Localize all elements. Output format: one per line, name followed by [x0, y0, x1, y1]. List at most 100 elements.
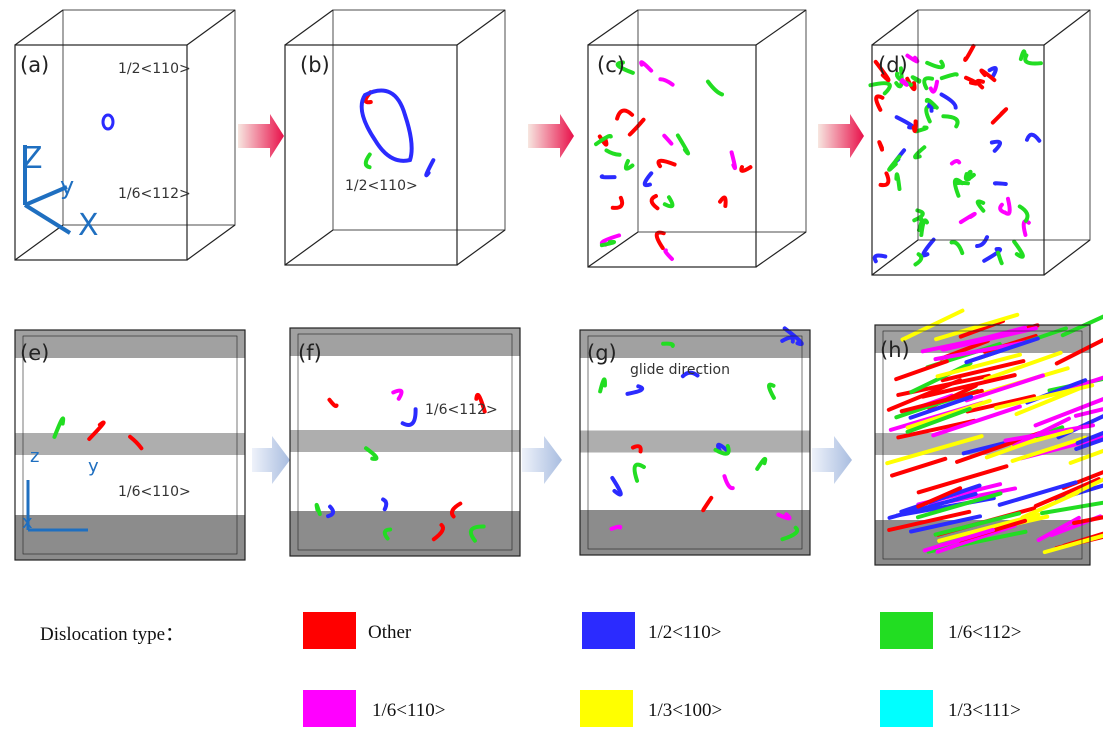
dislocation-line [720, 198, 726, 206]
box-edge [285, 10, 333, 45]
dislocation-line [383, 499, 386, 509]
dislocation-line [876, 96, 882, 109]
panel: (a) 1/2<110> 1/6<112> ZyX [15, 10, 235, 260]
box-edge [1044, 10, 1090, 45]
slab [580, 510, 810, 555]
legend-label: 1/2<110> [648, 622, 722, 643]
dislocation-line [757, 459, 765, 469]
legend-label: Other [368, 622, 412, 643]
dislocation-line [613, 198, 622, 208]
axis-label: x [22, 512, 33, 533]
panel-label: (f) [298, 341, 322, 365]
dislocation-line [961, 214, 975, 222]
dislocation-line [602, 176, 615, 177]
legend-label: 1/3<100> [648, 700, 722, 721]
dislocation-line [889, 157, 899, 170]
legend-swatch [880, 612, 933, 649]
annotation: 1/2<110> [118, 61, 191, 77]
box-edge [285, 230, 333, 265]
axis-label: Z [22, 141, 43, 176]
dislocation-line [1025, 55, 1041, 63]
dislocation-line [914, 121, 916, 131]
dislocation-line [657, 233, 664, 248]
dislocation-line [942, 94, 956, 107]
dislocation-line [998, 253, 1002, 264]
box-edge [333, 10, 505, 230]
legend-swatch [580, 690, 633, 727]
annotation: glide direction [630, 362, 730, 378]
box-edge [588, 10, 638, 45]
dislocation-line [993, 109, 1006, 122]
panel: (h) [875, 311, 1103, 565]
dislocation-line [921, 220, 927, 235]
dislocation-line [660, 79, 672, 84]
panel-label: (h) [880, 338, 910, 362]
dislocation-line [995, 183, 1006, 184]
slab [15, 515, 245, 560]
axis-label: y [60, 172, 74, 200]
box-edge [872, 10, 918, 45]
dislocation-line [606, 150, 619, 154]
dislocation-line [403, 409, 416, 425]
dislocation-line [915, 147, 924, 157]
box-edge [15, 225, 63, 260]
dislocation-line [641, 62, 651, 70]
panel: (c) [588, 10, 806, 267]
legend-title: Dislocation type： [40, 624, 184, 645]
dislocation-line [426, 160, 433, 175]
dislocation-line [907, 56, 917, 62]
slab [290, 430, 520, 452]
dislocation-line [1020, 206, 1028, 220]
dislocation-line [915, 254, 921, 264]
dislocation-line [732, 152, 735, 168]
dislocation-line [943, 116, 957, 126]
panel-label: (c) [597, 53, 625, 77]
arrows [238, 114, 864, 484]
panel: (f) 1/6<112> [290, 328, 520, 556]
dislocation-line [635, 465, 644, 481]
axis-label: X [78, 208, 99, 243]
legend-swatch [303, 612, 356, 649]
box-edge [1044, 240, 1090, 275]
dislocation-line [1024, 221, 1029, 235]
box-edge [457, 10, 505, 45]
box-edge [756, 232, 806, 267]
dislocation-line [630, 120, 644, 135]
legend-label: 1/3<111> [948, 700, 1021, 721]
dislocation-line [992, 142, 1000, 151]
dislocation-line [881, 173, 889, 185]
dislocation-line [1014, 242, 1023, 257]
annotation: 1/6<112> [118, 186, 191, 202]
dislocation-line [393, 391, 401, 399]
dislocation-line [952, 242, 963, 253]
dislocation-line [617, 111, 632, 119]
axis-label: z [30, 446, 39, 467]
panel-label: (a) [20, 53, 49, 77]
dislocation-line [927, 62, 943, 68]
slab [290, 511, 520, 556]
dislocation-line [966, 78, 977, 84]
panel-label: (e) [20, 341, 49, 365]
legend-label: 1/6<112> [948, 622, 1022, 643]
slab [580, 431, 810, 453]
dislocation-line [703, 498, 711, 510]
dislocation-line [612, 478, 620, 495]
annotation: 1/6<112> [425, 402, 498, 418]
dislocation-line [600, 379, 605, 391]
dislocation-line [919, 466, 1007, 492]
dislocation-line [965, 46, 973, 60]
dislocation-line [658, 161, 674, 166]
box-edge [756, 10, 806, 45]
dislocation-line [645, 173, 652, 185]
dislocation-line [897, 117, 913, 127]
dislocation-line [1000, 205, 1004, 213]
dislocation-line [724, 476, 732, 488]
legend-swatch [582, 612, 635, 649]
dislocation-line [923, 240, 933, 256]
dislocation-line [952, 161, 959, 163]
loop [103, 115, 113, 129]
dislocation-line [665, 250, 672, 259]
dislocation-line [942, 74, 957, 78]
box-edge [15, 10, 63, 45]
dislocation-line [977, 237, 987, 246]
